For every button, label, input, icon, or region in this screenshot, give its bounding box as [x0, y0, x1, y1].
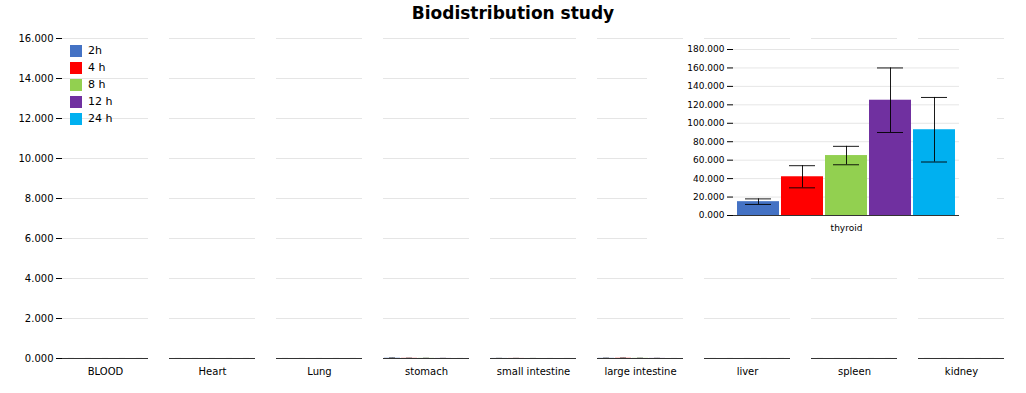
html-text:24 h: 24 h — [88, 112, 113, 125]
html-text:12 h: 12 h — [88, 95, 113, 108]
svg-text:Heart: Heart — [199, 366, 227, 377]
svg-text:stomach: stomach — [405, 366, 448, 377]
svg-text:12.000: 12.000 — [19, 113, 54, 124]
html-text:Biodistribution study: Biodistribution study — [411, 3, 615, 23]
svg-text:0.000: 0.000 — [699, 210, 725, 220]
svg-text:100.000: 100.000 — [687, 118, 724, 128]
svg-text:2.000: 2.000 — [25, 313, 54, 324]
svg-text:60.000: 60.000 — [693, 155, 725, 165]
svg-text:kidney: kidney — [945, 366, 978, 377]
html-text:8 h: 8 h — [88, 78, 106, 91]
svg-text:thyroid: thyroid — [831, 223, 863, 233]
svg-text:14.000: 14.000 — [19, 73, 54, 84]
svg-text:16.000: 16.000 — [19, 33, 54, 44]
svg-text:180.000: 180.000 — [687, 44, 724, 54]
svg-text:140.000: 140.000 — [687, 81, 724, 91]
svg-text:4.000: 4.000 — [25, 273, 54, 284]
svg-text:6.000: 6.000 — [25, 233, 54, 244]
svg-text:40.000: 40.000 — [693, 173, 725, 183]
svg-text:liver: liver — [737, 366, 760, 377]
svg-text:8.000: 8.000 — [25, 193, 54, 204]
svg-text:80.000: 80.000 — [693, 137, 725, 147]
svg-text:BLOOD: BLOOD — [88, 366, 124, 377]
svg-text:10.000: 10.000 — [19, 153, 54, 164]
svg-text:large intestine: large intestine — [604, 366, 676, 377]
svg-text:Lung: Lung — [307, 366, 331, 377]
svg-text:20.000: 20.000 — [693, 192, 725, 202]
html-text:4 h: 4 h — [88, 61, 106, 74]
html-text:2h: 2h — [88, 44, 102, 57]
svg-text:160.000: 160.000 — [687, 63, 724, 73]
svg-text:0.000: 0.000 — [25, 353, 54, 364]
svg-text:spleen: spleen — [838, 366, 871, 377]
svg-text:small intestine: small intestine — [497, 366, 570, 377]
svg-text:120.000: 120.000 — [687, 100, 724, 110]
